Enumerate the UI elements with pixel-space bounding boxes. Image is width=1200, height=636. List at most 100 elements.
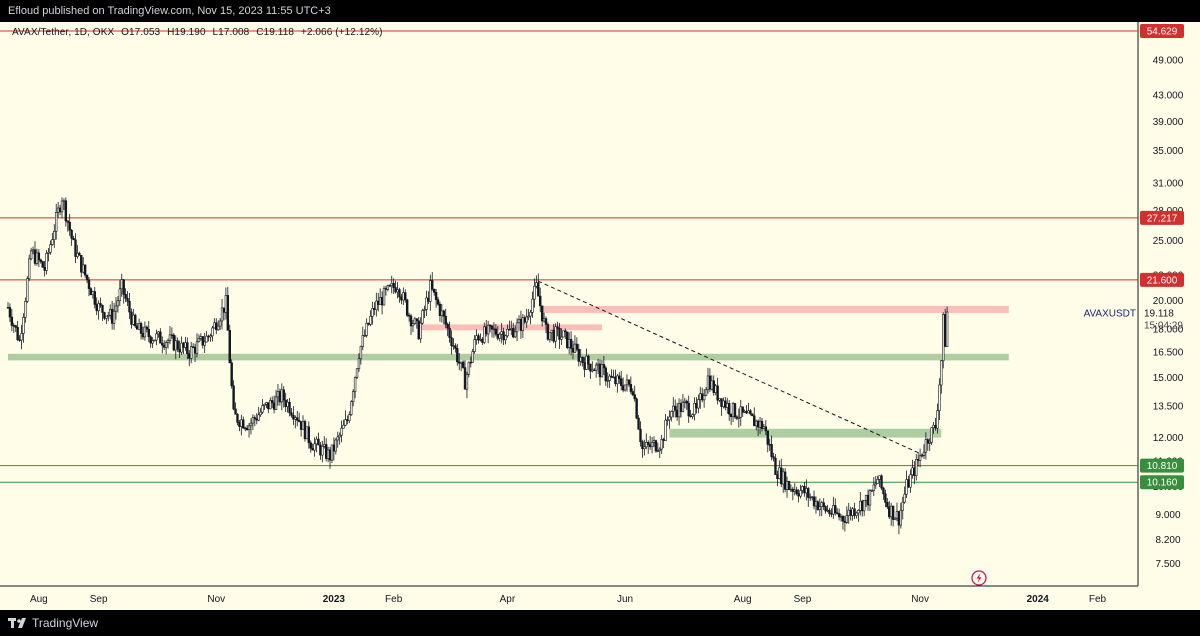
candle-body [820, 502, 823, 508]
candle-body [535, 282, 538, 287]
symbol-info-line: AVAX/Tether, 1D, OKX O17.053 H19.190 L17… [12, 27, 387, 38]
time-tick-label: Feb [385, 594, 403, 605]
candle-body [903, 493, 906, 503]
candle-body [378, 297, 382, 305]
candle-body [45, 253, 48, 271]
descending-trendline[interactable] [538, 280, 927, 457]
candle-body [87, 279, 91, 289]
candle-body [178, 348, 181, 353]
candle-body [552, 329, 555, 342]
candle-body [722, 400, 725, 407]
candle-body [193, 346, 197, 354]
level-price-label: 21.600 [1147, 275, 1178, 286]
time-tick-label: Nov [207, 594, 225, 605]
candle-body [20, 333, 23, 341]
candle-body [286, 401, 289, 407]
candle-body [438, 303, 442, 316]
candle-body [631, 391, 634, 395]
candle-body [477, 335, 480, 341]
candle-body [847, 509, 850, 516]
candle-body [382, 288, 386, 306]
candle-body [336, 436, 339, 441]
candle-body [593, 369, 596, 371]
candle-body [837, 513, 841, 518]
candle-body [55, 212, 58, 232]
candle-body [332, 444, 336, 452]
support-zone-2[interactable] [8, 353, 1009, 361]
candle-body [650, 442, 654, 448]
candle-body [107, 315, 110, 317]
candle-body [444, 315, 447, 325]
candle-body [151, 340, 154, 344]
time-tick-label: Sep [794, 594, 812, 605]
candle-body [645, 442, 648, 448]
candle-body [143, 326, 147, 338]
candle-body [91, 291, 95, 296]
candle-body [28, 258, 31, 279]
price-chart[interactable]: 7.5008.2009.00010.00011.00012.00013.5001… [0, 22, 1200, 610]
brand-name[interactable]: TradingView [32, 616, 99, 630]
candle-body [215, 322, 218, 331]
candle-body [789, 488, 793, 491]
candle-body [635, 398, 638, 419]
candle-body [189, 346, 193, 359]
candle-body [323, 444, 326, 447]
candle-body [427, 297, 430, 302]
candle-body [922, 451, 926, 456]
candle-body [161, 342, 164, 346]
high-value: H19.190 [167, 27, 206, 38]
candle-body [857, 510, 860, 514]
candle-body [727, 403, 731, 415]
candle-body [41, 261, 44, 268]
candle-body [434, 292, 438, 300]
candle-body [207, 335, 210, 338]
candle-body [257, 414, 260, 421]
candle-body [812, 496, 816, 507]
candle-body [296, 417, 299, 421]
candle-body [776, 474, 779, 479]
time-tick-label: Sep [90, 594, 108, 605]
tradingview-logo-icon[interactable] [8, 617, 26, 629]
candle-body [747, 410, 750, 414]
candle-body [112, 310, 116, 324]
candle-body [284, 399, 287, 407]
candle-body [693, 402, 696, 415]
candle-body [182, 342, 185, 348]
candle-body [432, 288, 436, 293]
symbol-name[interactable]: AVAX/Tether, 1D, OKX [12, 27, 115, 38]
candle-body [554, 326, 557, 342]
candle-body [303, 421, 307, 440]
candle-body [319, 444, 322, 456]
candle-body [105, 315, 108, 319]
candle-body [419, 322, 422, 340]
candle-body [481, 338, 484, 343]
candle-body [751, 413, 754, 417]
level-price-tag [1140, 475, 1184, 490]
lightning-icon[interactable] [971, 570, 987, 586]
candle-body [685, 400, 688, 404]
candle-body [402, 292, 405, 301]
candle-body [874, 483, 877, 486]
candle-body [188, 353, 191, 359]
candle-body [793, 489, 796, 492]
candle-body [197, 338, 201, 343]
candle-body [521, 317, 525, 331]
candle-body [781, 471, 785, 485]
candle-body [191, 346, 195, 348]
candle-body [205, 335, 208, 343]
candle-body [940, 360, 943, 386]
candle-body [211, 327, 214, 337]
candle-body [172, 334, 176, 351]
resistance-zone-0[interactable] [542, 305, 1009, 313]
candle-body [641, 441, 644, 450]
candle-body [288, 401, 291, 414]
candle-body [801, 486, 804, 491]
candle-body [392, 282, 395, 288]
candle-body [240, 419, 243, 427]
support-zone-3[interactable] [669, 428, 942, 438]
candle-body [540, 305, 544, 322]
candle-body [539, 295, 542, 307]
level-price-label: 54.629 [1147, 27, 1178, 38]
candle-body [916, 458, 920, 461]
candle-body [363, 335, 366, 337]
